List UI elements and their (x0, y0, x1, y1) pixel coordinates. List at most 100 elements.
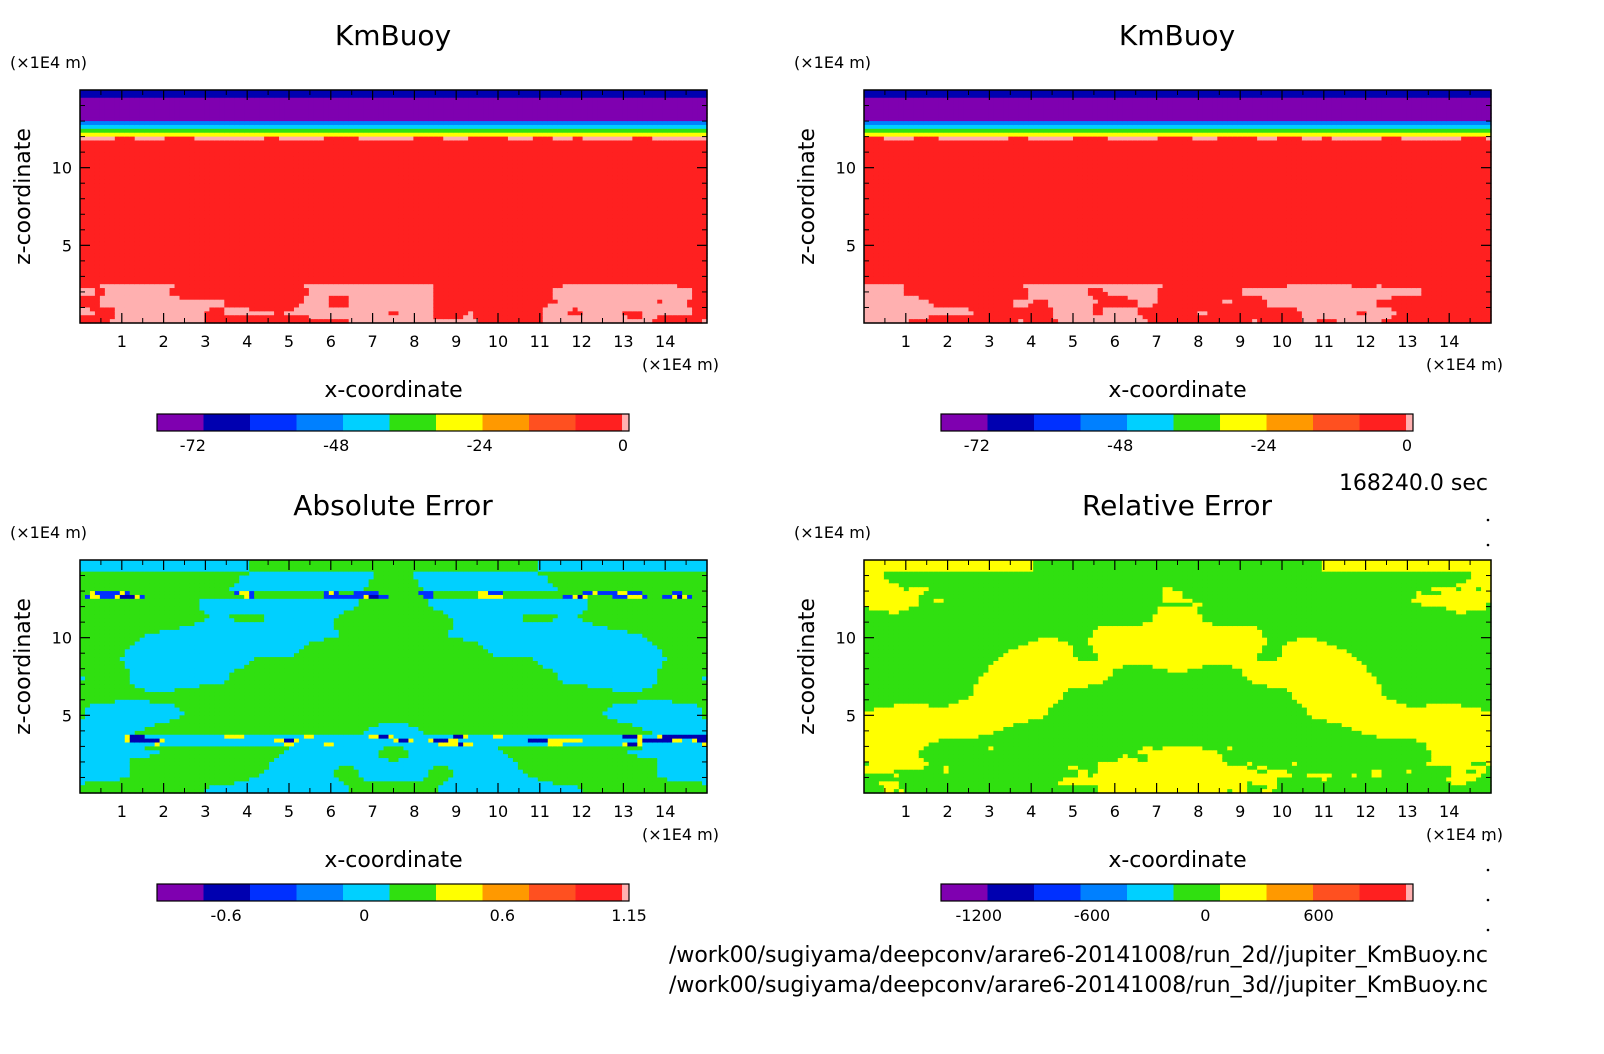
heatmap-cell (130, 222, 136, 226)
heatmap-cell (209, 234, 215, 238)
heatmap-cell (369, 249, 375, 253)
heatmap-cell (170, 164, 176, 168)
heatmap-cell (289, 230, 295, 234)
heatmap-cell (145, 315, 151, 319)
heatmap-cell (274, 214, 280, 218)
heatmap-cell (185, 203, 191, 207)
heatmap-cell (145, 168, 151, 172)
heatmap-cell (199, 245, 205, 249)
heatmap-cell (224, 144, 230, 148)
heatmap-cell (95, 311, 101, 315)
heatmap-cell (214, 207, 220, 211)
heatmap-cell (135, 238, 141, 242)
heatmap-cell (145, 191, 151, 195)
heatmap-cell (309, 125, 315, 129)
heatmap-cell (204, 292, 210, 296)
heatmap-cell (249, 191, 255, 195)
heatmap-cell (110, 137, 116, 141)
heatmap-cell (140, 109, 146, 113)
heatmap-cell (379, 249, 385, 253)
heatmap-cell (229, 195, 235, 199)
heatmap-cell (359, 288, 365, 292)
heatmap-cell (160, 304, 166, 308)
heatmap-cell (264, 183, 270, 187)
heatmap-cell (374, 106, 380, 110)
heatmap-cell (249, 280, 255, 284)
heatmap-cell (389, 125, 395, 129)
heatmap-cell (85, 280, 91, 284)
heatmap-cell (334, 183, 340, 187)
heatmap-cell (264, 214, 270, 218)
heatmap-cell (95, 304, 101, 308)
heatmap-cell (185, 98, 191, 102)
heatmap-cell (125, 191, 131, 195)
heatmap-cell (279, 307, 285, 311)
heatmap-cell (389, 156, 395, 160)
heatmap-cell (334, 148, 340, 152)
heatmap-cell (299, 191, 305, 195)
heatmap-cell (269, 203, 275, 207)
heatmap-cell (384, 117, 390, 121)
heatmap-cell (259, 276, 265, 280)
heatmap-cell (160, 113, 166, 117)
heatmap-cell (239, 249, 245, 253)
heatmap-cell (379, 253, 385, 257)
heatmap-cell (125, 199, 131, 203)
heatmap-cell (284, 292, 290, 296)
heatmap-cell (254, 284, 260, 288)
heatmap-cell (165, 311, 171, 315)
heatmap-cell (339, 187, 345, 191)
heatmap-cell (224, 218, 230, 222)
heatmap-cell (209, 265, 215, 269)
heatmap-cell (284, 249, 290, 253)
heatmap-cell (354, 199, 360, 203)
heatmap-cell (219, 94, 225, 98)
heatmap-cell (359, 280, 365, 284)
heatmap-cell (249, 152, 255, 156)
heatmap-cell (374, 172, 380, 176)
heatmap-cell (85, 187, 91, 191)
heatmap-cell (359, 265, 365, 269)
heatmap-cell (334, 218, 340, 222)
heatmap-cell (185, 284, 191, 288)
heatmap-cell (369, 191, 375, 195)
heatmap-cell (85, 245, 91, 249)
heatmap-cell (344, 195, 350, 199)
heatmap-cell (160, 109, 166, 113)
heatmap-cell (304, 94, 310, 98)
heatmap-cell (389, 183, 395, 187)
heatmap-cell (189, 156, 195, 160)
heatmap-cell (284, 222, 290, 226)
heatmap-cell (185, 296, 191, 300)
heatmap-cell (354, 113, 360, 117)
heatmap-cell (294, 273, 300, 277)
heatmap-cell (155, 273, 161, 277)
heatmap-cell (85, 238, 91, 242)
heatmap-cell (239, 179, 245, 183)
heatmap-cell (175, 311, 181, 315)
heatmap-cell (80, 199, 86, 203)
heatmap-cell (334, 144, 340, 148)
heatmap-cell (90, 129, 96, 133)
heatmap-cell (214, 311, 220, 315)
heatmap-cell (105, 276, 111, 280)
heatmap-cell (299, 214, 305, 218)
heatmap-cell (110, 230, 116, 234)
heatmap-cell (284, 109, 290, 113)
heatmap-cell (219, 300, 225, 304)
heatmap-cell (309, 140, 315, 144)
heatmap-cell (269, 304, 275, 308)
heatmap-cell (105, 102, 111, 106)
heatmap-cell (199, 109, 205, 113)
heatmap-cell (80, 218, 86, 222)
heatmap-cell (150, 125, 156, 129)
heatmap-cell (120, 307, 126, 311)
heatmap-cell (354, 191, 360, 195)
heatmap-cell (150, 280, 156, 284)
heatmap-cell (324, 214, 330, 218)
heatmap-cell (304, 175, 310, 179)
heatmap-cell (180, 191, 186, 195)
heatmap-cell (135, 249, 141, 253)
heatmap-cell (140, 175, 146, 179)
heatmap-cell (90, 144, 96, 148)
